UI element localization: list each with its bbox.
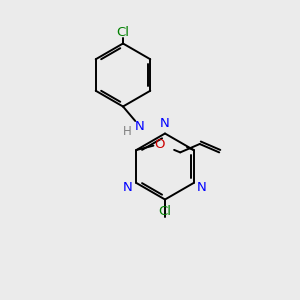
Text: Cl: Cl (116, 26, 130, 39)
Text: N: N (197, 181, 207, 194)
Text: N: N (123, 181, 133, 194)
Text: N: N (135, 119, 144, 133)
Text: N: N (160, 117, 170, 130)
Text: Cl: Cl (158, 205, 172, 218)
Text: O: O (154, 137, 165, 151)
Text: H: H (122, 125, 131, 138)
